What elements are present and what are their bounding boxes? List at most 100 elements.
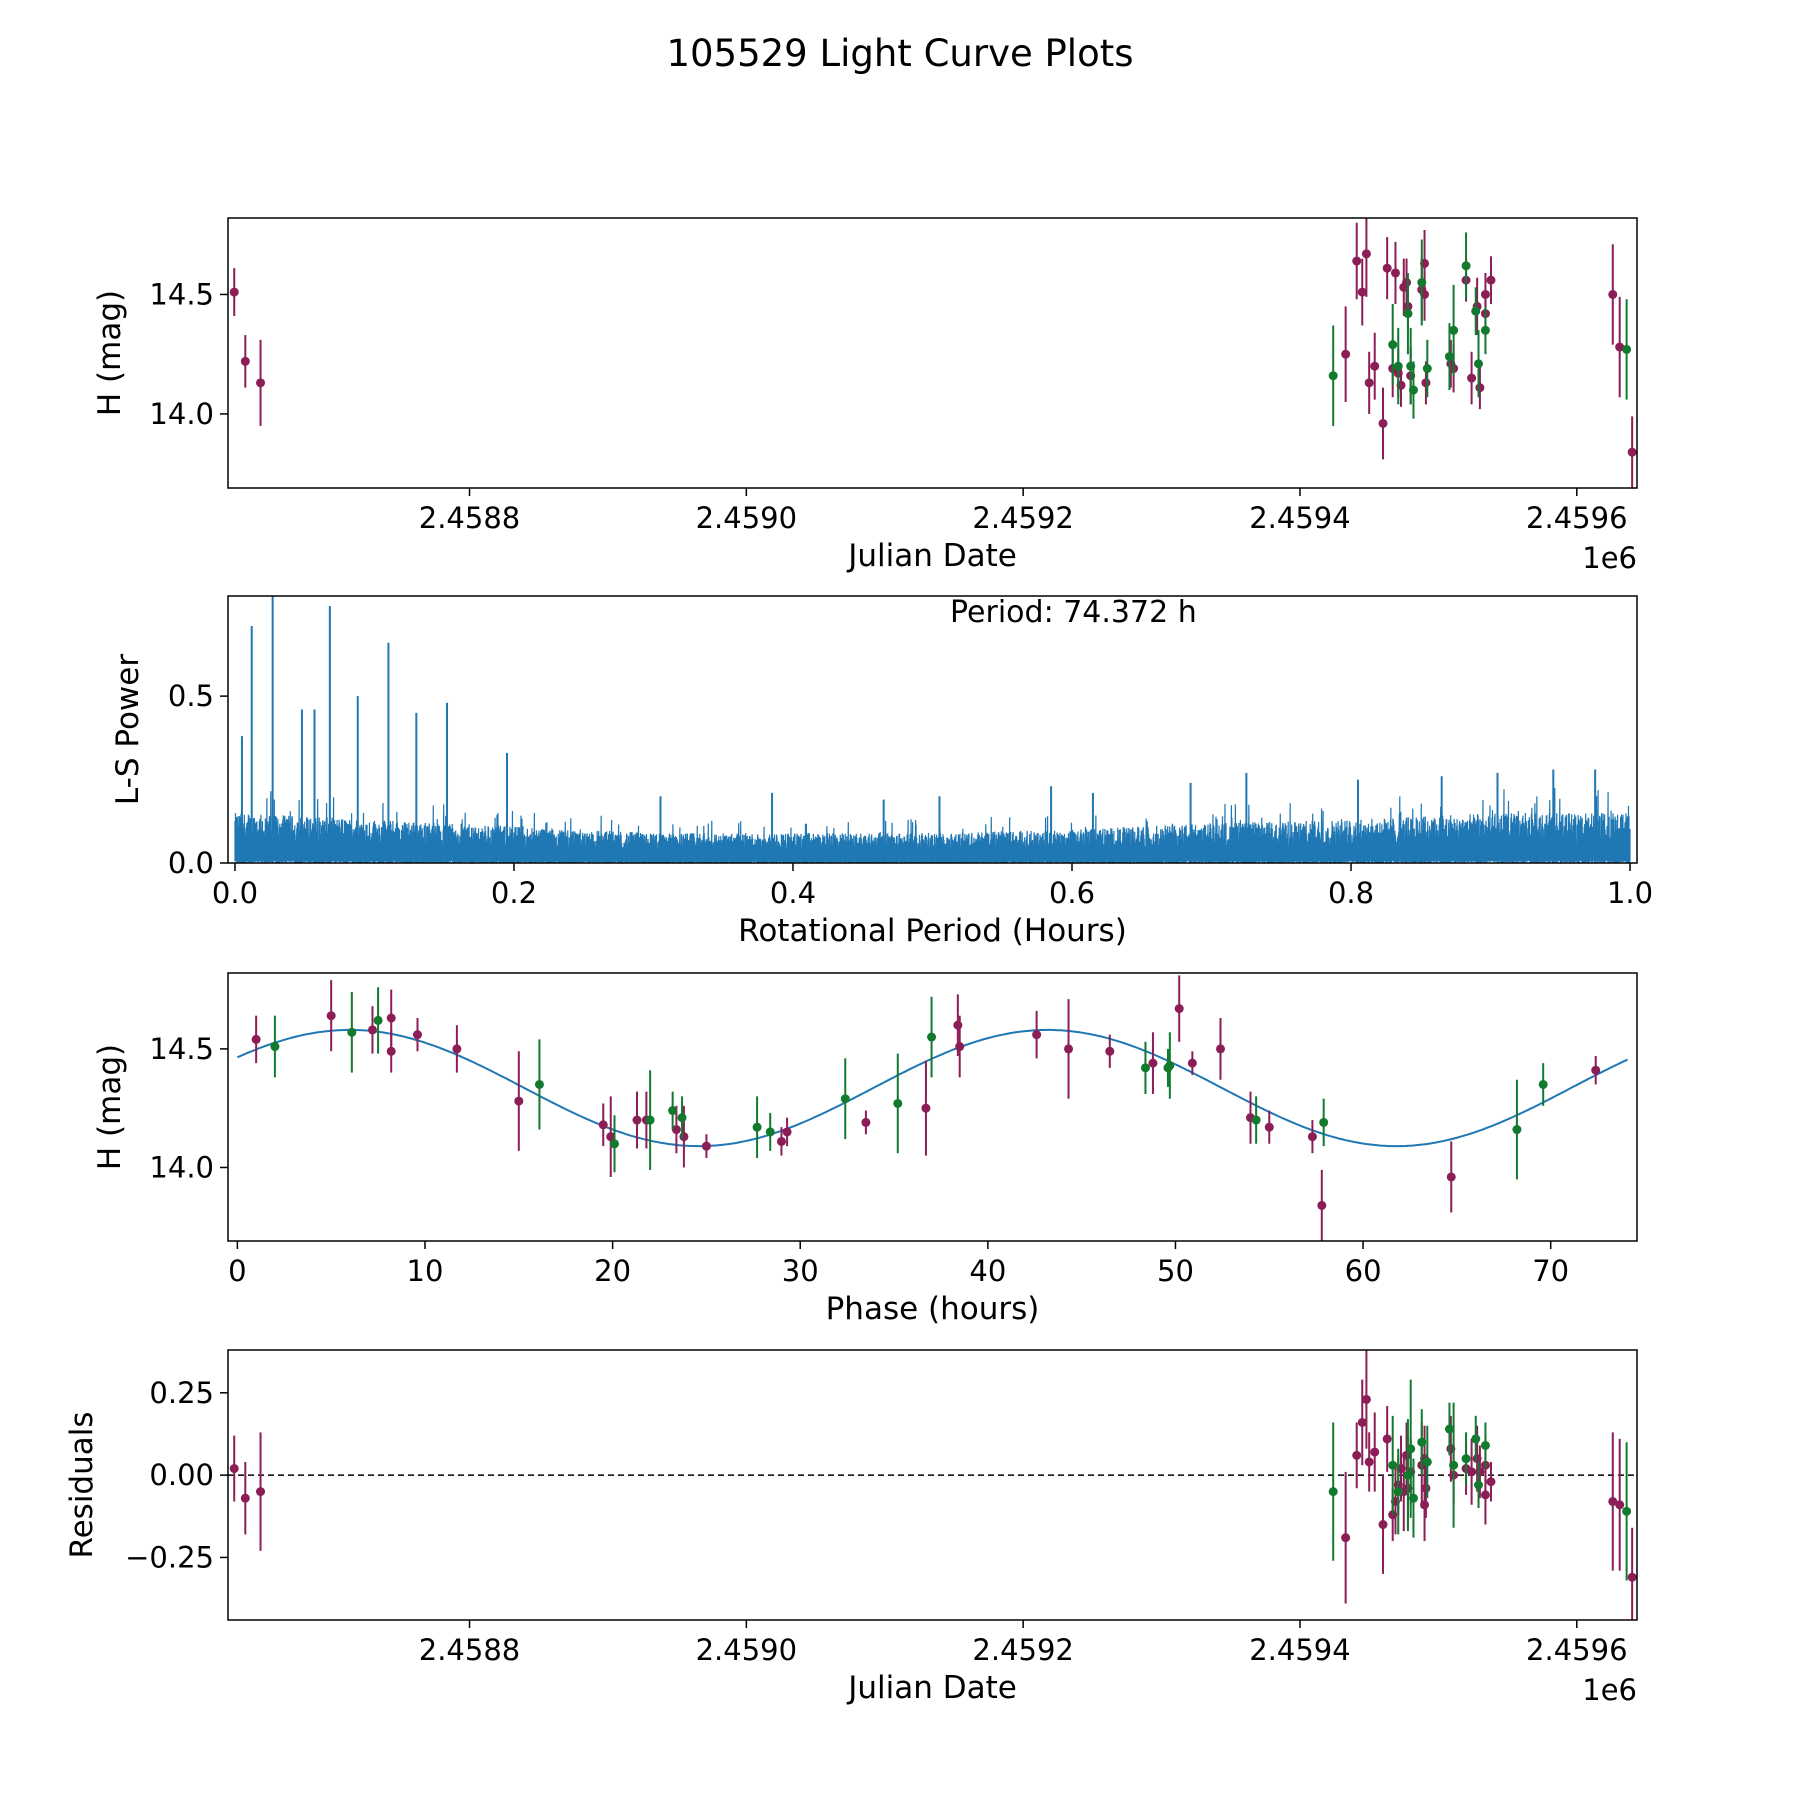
panel-residuals: 2.4588 2.4590 2.4592 2.4594 2.4596 −0.25 0.00 0…	[64, 1349, 1638, 1707]
y-tick-label: 14.5	[149, 277, 214, 311]
x-tick-label: 2.4590	[696, 501, 797, 535]
marker	[701, 1141, 711, 1151]
marker	[1378, 418, 1388, 428]
data-point-g	[927, 996, 937, 1078]
data-point-r	[598, 1103, 608, 1147]
plot-area	[228, 1350, 1637, 1620]
data-point-g	[1480, 1422, 1490, 1469]
y-tick-label: 0.25	[149, 1376, 214, 1410]
x-tick-label: 1.0	[1607, 876, 1653, 910]
marker	[1403, 309, 1413, 319]
data-point-r	[1608, 1432, 1618, 1571]
x-tick-label: 2.4596	[1526, 501, 1627, 535]
data-point-r	[1382, 1405, 1392, 1472]
data-point-r	[671, 1105, 681, 1154]
marker	[1215, 1044, 1225, 1054]
marker	[256, 378, 266, 388]
data-point-r	[412, 1018, 422, 1052]
marker	[347, 1027, 357, 1037]
data-point-r	[1357, 258, 1367, 326]
plot-area	[234, 596, 1631, 863]
marker	[1417, 278, 1427, 288]
marker	[1064, 1044, 1074, 1054]
data-point-g	[609, 1115, 619, 1173]
data-point-r	[1064, 999, 1074, 1099]
data-point-g	[1140, 1041, 1150, 1094]
data-point-r	[1446, 1141, 1456, 1213]
data-point-r	[1361, 218, 1371, 297]
marker	[1471, 1434, 1481, 1444]
x-tick-label: 2.4594	[1249, 501, 1350, 535]
marker	[1461, 261, 1471, 271]
data-point-g	[1408, 1458, 1418, 1538]
marker	[1352, 1450, 1362, 1460]
x-tick-label: 2.4594	[1249, 1633, 1350, 1667]
data-point-g	[1538, 1063, 1548, 1106]
marker	[861, 1117, 871, 1127]
marker	[229, 1464, 239, 1474]
marker	[1307, 1132, 1317, 1142]
data-point-r	[1370, 332, 1380, 400]
x-tick-label: 0.6	[1049, 876, 1095, 910]
data-point-r	[1467, 1438, 1477, 1505]
marker	[240, 356, 250, 366]
y-tick-label: 14.5	[149, 1032, 214, 1066]
data-point-r	[1352, 222, 1362, 300]
y-axis-label: L-S Power	[110, 654, 146, 805]
marker	[677, 1113, 687, 1123]
marker	[1361, 1394, 1371, 1404]
data-point-r	[1187, 1051, 1197, 1075]
data-point-r	[1472, 277, 1482, 336]
axes-frame	[227, 1349, 1638, 1621]
marker	[1378, 1520, 1388, 1530]
data-point-r	[1608, 244, 1618, 345]
marker	[373, 1015, 383, 1025]
data-point-r	[921, 1060, 931, 1156]
x-tick-label: 70	[1532, 1254, 1569, 1288]
marker	[1264, 1122, 1274, 1132]
x-axis-label: Julian Date	[846, 538, 1017, 574]
data-point-r	[240, 335, 250, 388]
data-point-r	[256, 1432, 266, 1551]
data-point-r	[1486, 1461, 1496, 1502]
marker	[1187, 1058, 1197, 1068]
data-point-r	[1357, 1379, 1367, 1466]
y-tick-label: −0.25	[125, 1540, 214, 1574]
data-point-r	[256, 339, 266, 426]
x-tick-label: 10	[407, 1254, 444, 1288]
marker	[752, 1122, 762, 1132]
marker	[1422, 1457, 1432, 1467]
marker	[668, 1106, 678, 1116]
axes-frame	[227, 217, 1638, 489]
marker	[1402, 278, 1412, 288]
data-point-g	[765, 1112, 775, 1151]
marker	[927, 1032, 937, 1042]
y-axis-label: H (mag)	[92, 1044, 128, 1170]
data-point-g	[840, 1058, 850, 1140]
marker	[367, 1025, 377, 1035]
marker	[1420, 1500, 1430, 1510]
data-point-g	[1408, 361, 1418, 419]
data-point-g	[1444, 323, 1454, 391]
marker	[1364, 1457, 1374, 1467]
data-point-g	[1388, 304, 1398, 386]
marker	[452, 1044, 462, 1054]
data-point-g	[668, 1091, 678, 1130]
marker	[776, 1136, 786, 1146]
data-point-r	[606, 1096, 616, 1177]
data-point-g	[752, 1096, 762, 1158]
marker	[1449, 325, 1459, 335]
marker	[412, 1030, 422, 1040]
marker	[1361, 249, 1371, 259]
data-point-g	[373, 987, 383, 1054]
marker	[1449, 1460, 1459, 1470]
data-point-g	[1388, 1415, 1398, 1515]
marker	[256, 1487, 266, 1497]
marker	[671, 1125, 681, 1135]
x-tick-label: 0.8	[1328, 876, 1374, 910]
data-point-r	[782, 1117, 792, 1147]
marker	[679, 1132, 689, 1142]
plot-area	[229, 218, 1637, 488]
data-point-g	[1251, 1096, 1261, 1144]
y-axis-label: Residuals	[64, 1411, 100, 1558]
